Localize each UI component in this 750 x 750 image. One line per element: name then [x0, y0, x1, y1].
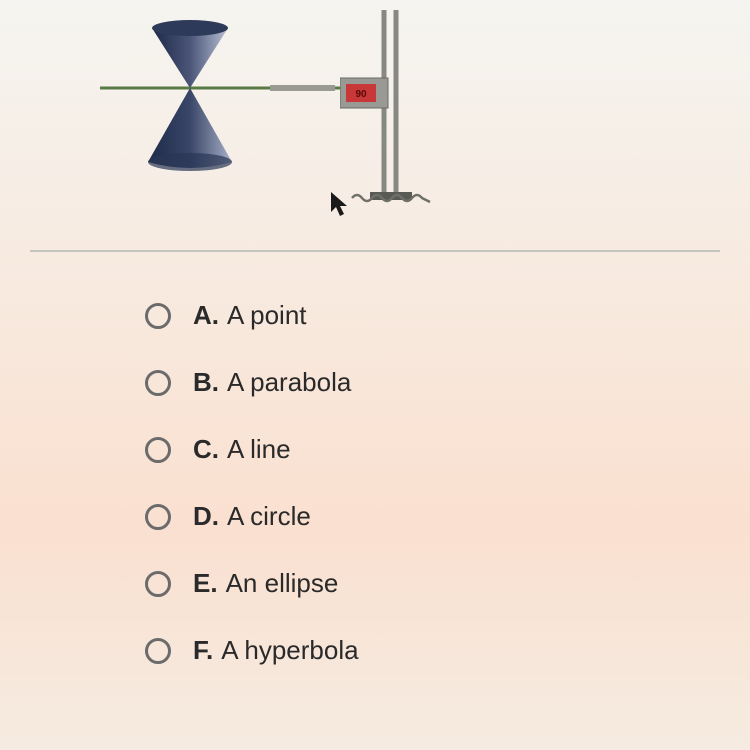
- option-f[interactable]: F. A hyperbola: [145, 635, 359, 666]
- svg-text:90: 90: [355, 89, 367, 100]
- radio-button[interactable]: [145, 370, 171, 396]
- option-e[interactable]: E. An ellipse: [145, 568, 359, 599]
- radio-button[interactable]: [145, 638, 171, 664]
- option-letter: F.: [193, 635, 213, 666]
- option-text: A line: [227, 434, 291, 465]
- radio-button[interactable]: [145, 504, 171, 530]
- option-b[interactable]: B. A parabola: [145, 367, 359, 398]
- diagram-area: 90: [0, 0, 750, 250]
- option-letter: A.: [193, 300, 219, 331]
- option-text: A point: [227, 300, 307, 331]
- radio-button[interactable]: [145, 571, 171, 597]
- option-letter: D.: [193, 501, 219, 532]
- option-letter: B.: [193, 367, 219, 398]
- option-text: A circle: [227, 501, 311, 532]
- cursor-icon: [328, 190, 352, 218]
- answer-options: A. A point B. A parabola C. A line D. A …: [145, 300, 359, 702]
- option-d[interactable]: D. A circle: [145, 501, 359, 532]
- option-text: A hyperbola: [221, 635, 358, 666]
- section-divider: [30, 250, 720, 252]
- motor-stand-apparatus: 90: [340, 10, 460, 240]
- option-a[interactable]: A. A point: [145, 300, 359, 331]
- option-text: A parabola: [227, 367, 351, 398]
- double-cone-diagram: [100, 10, 380, 190]
- option-text: An ellipse: [226, 568, 339, 599]
- radio-button[interactable]: [145, 303, 171, 329]
- option-letter: C.: [193, 434, 219, 465]
- radio-button[interactable]: [145, 437, 171, 463]
- option-c[interactable]: C. A line: [145, 434, 359, 465]
- option-letter: E.: [193, 568, 218, 599]
